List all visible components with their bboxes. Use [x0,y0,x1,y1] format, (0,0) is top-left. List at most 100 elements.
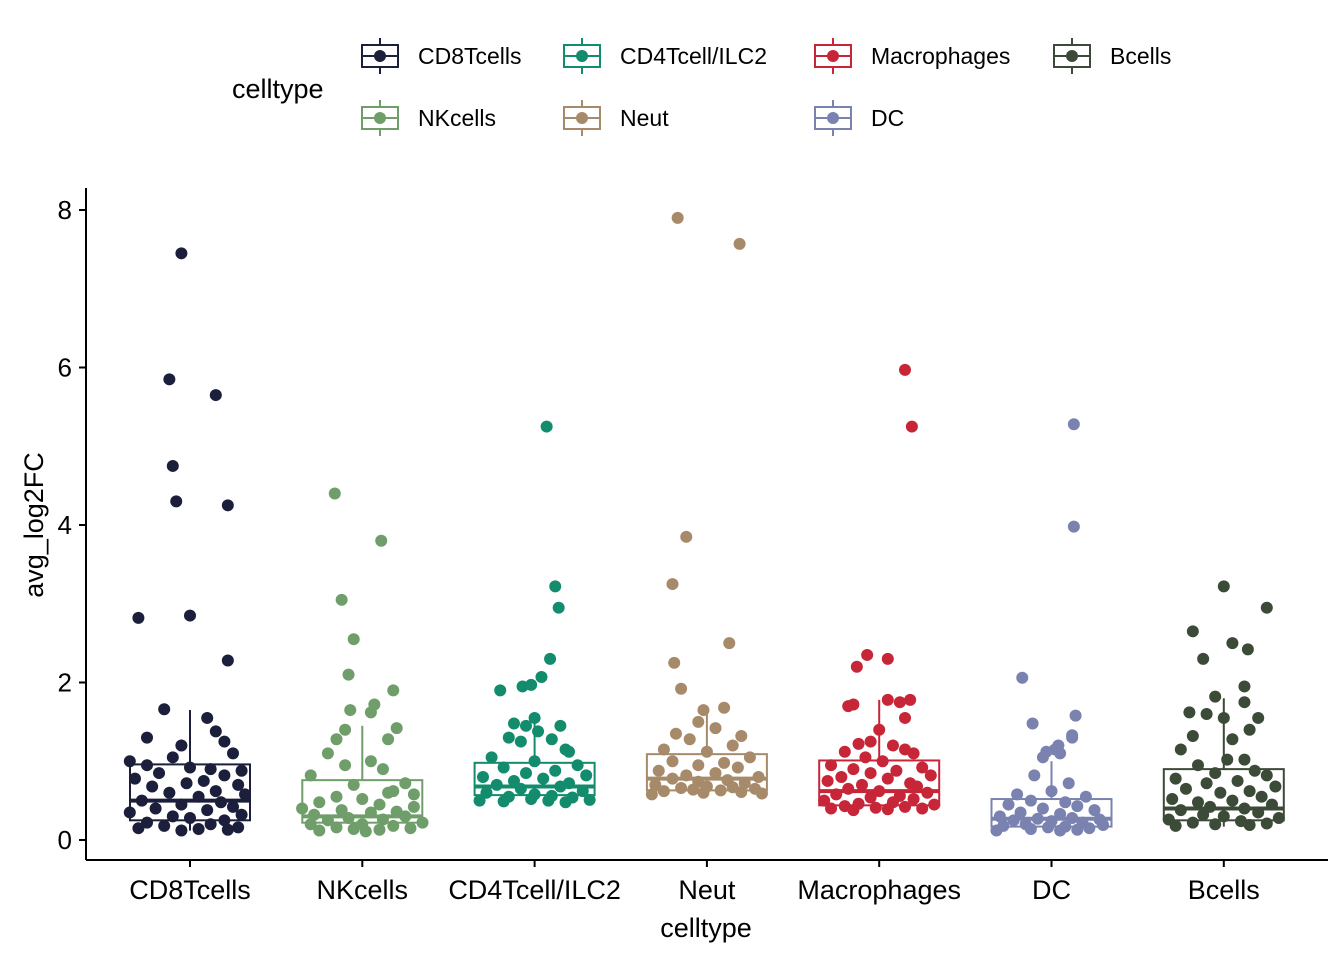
data-point [520,767,532,780]
data-point [528,711,541,724]
data-point [166,751,179,764]
data-point [709,767,722,780]
data-point [218,735,231,748]
data-point [209,389,222,402]
data-point [683,733,696,746]
data-point [1200,708,1213,720]
data-point [209,785,222,798]
data-point [201,711,214,724]
data-point [1045,785,1058,798]
data-point [158,703,171,716]
data-point [545,733,558,746]
data-point [514,735,527,748]
data-point [1200,777,1213,790]
data-point [864,767,877,780]
data-point [520,719,532,732]
data-point [1174,804,1187,817]
data-point [1241,643,1254,656]
y-axis-title: avg_log2FC [19,452,49,598]
data-point [1252,711,1265,724]
data-point [1238,680,1251,693]
data-point [532,725,545,738]
data-point [869,801,882,814]
data-point [342,811,355,824]
data-point [916,761,929,774]
data-point [928,798,941,811]
data-point [1016,671,1029,684]
data-point [752,771,765,783]
y-tick-label: 4 [58,510,72,540]
data-point [537,772,550,785]
data-point [221,654,234,667]
data-point [141,759,153,772]
data-point [321,814,334,827]
data-point [743,751,756,764]
legend-item-neut: Neut [563,100,669,136]
data-point [668,656,681,669]
data-point [507,774,520,787]
data-point [709,722,722,735]
data-point [911,780,924,793]
data-point [904,693,917,706]
data-point [376,813,389,826]
data-point [1186,625,1199,638]
data-point [1238,802,1251,815]
data-point [733,237,746,250]
data-point [723,637,736,650]
data-point [175,824,188,837]
data-point [842,700,855,713]
data-point [886,739,899,752]
data-point [881,693,894,706]
data-point [1169,819,1182,832]
data-point [649,778,662,791]
legend-label: CD8Tcells [418,43,522,69]
data-point [497,761,510,774]
data-point [873,723,886,736]
data-point [576,785,589,798]
data-point [404,822,417,835]
x-tick-label-cd8tcells: CD8Tcells [129,875,251,905]
data-point [700,745,713,758]
data-point [1059,796,1072,809]
data-point [842,782,855,795]
data-point [1024,822,1037,835]
data-point [480,786,493,799]
data-point [204,818,217,831]
data-point [542,794,555,807]
data-point [714,784,727,797]
data-point [847,763,860,776]
data-point [1026,717,1039,730]
data-point [552,601,565,614]
legend-key [814,38,852,74]
data-point [990,824,1003,837]
data-point [149,802,162,815]
data-point [554,719,567,732]
data-point [376,763,389,776]
x-axis-title: celltype [660,913,752,943]
data-point [328,487,341,500]
data-point [163,373,176,386]
data-point [375,534,388,547]
data-point [549,764,562,777]
legend-item-macrophages: Macrophages [814,38,1010,74]
data-point [170,495,183,508]
data-point [146,780,159,793]
legend-key [814,100,852,136]
data-point [232,778,245,791]
data-point [580,769,593,782]
data-point [1214,786,1227,799]
data-point [1255,790,1268,803]
data-point [899,363,911,376]
data-point [1028,769,1041,782]
data-point [718,756,731,769]
data-point [671,211,684,224]
data-point [407,788,420,801]
data-point [330,790,343,803]
data-point [330,821,343,834]
data-point [1204,800,1217,813]
data-point [993,810,1006,823]
data-point [1243,785,1256,798]
data-point [907,747,920,760]
legend-item-cd8tcells: CD8Tcells [361,38,522,74]
data-point [1186,730,1199,743]
